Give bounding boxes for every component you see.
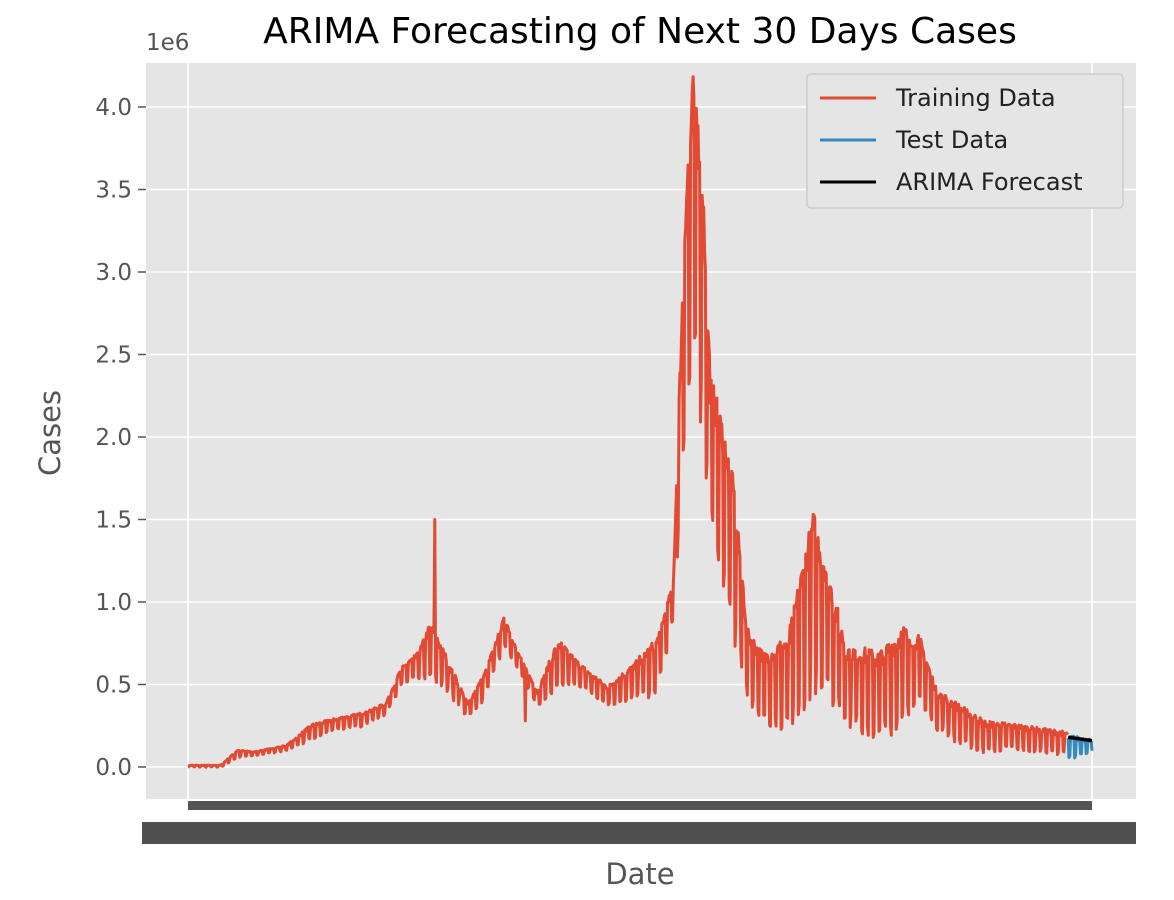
y-scale-label: 1e6: [146, 30, 189, 56]
y-tick-label: 0.5: [95, 673, 132, 699]
legend-label-training: Training Data: [895, 84, 1056, 112]
x-axis-label: Date: [605, 857, 674, 891]
x-tick-band: [142, 801, 1136, 844]
legend-box: [806, 73, 1124, 209]
y-axis-ticks: 0.0 0.5 1.0 1.5 2.0 2.5 3.0 3.5 4.0: [95, 95, 146, 781]
x-tick-labels-band: [142, 822, 1136, 844]
legend-label-test: Test Data: [895, 126, 1008, 154]
y-tick-label: 1.5: [95, 508, 132, 534]
series-line-arima-forecast: [1067, 735, 1093, 743]
y-tick-label: 0.0: [95, 755, 132, 781]
x-tick-marks-band: [188, 801, 1092, 810]
legend: Training Data Test Data ARIMA Forecast: [806, 73, 1124, 209]
series-line-training-data: [187, 75, 1070, 769]
y-tick-label: 1.0: [95, 590, 132, 616]
y-tick-label: 3.0: [95, 260, 132, 286]
y-tick-label: 4.0: [95, 95, 132, 121]
series-layer: [187, 75, 1094, 769]
chart-title: ARIMA Forecasting of Next 30 Days Cases: [263, 11, 1017, 52]
y-tick-label: 3.5: [95, 178, 132, 204]
y-tick-label: 2.5: [95, 343, 132, 369]
y-axis-label: Cases: [33, 390, 67, 476]
legend-label-forecast: ARIMA Forecast: [896, 168, 1082, 196]
y-tick-label: 2.0: [95, 425, 132, 451]
